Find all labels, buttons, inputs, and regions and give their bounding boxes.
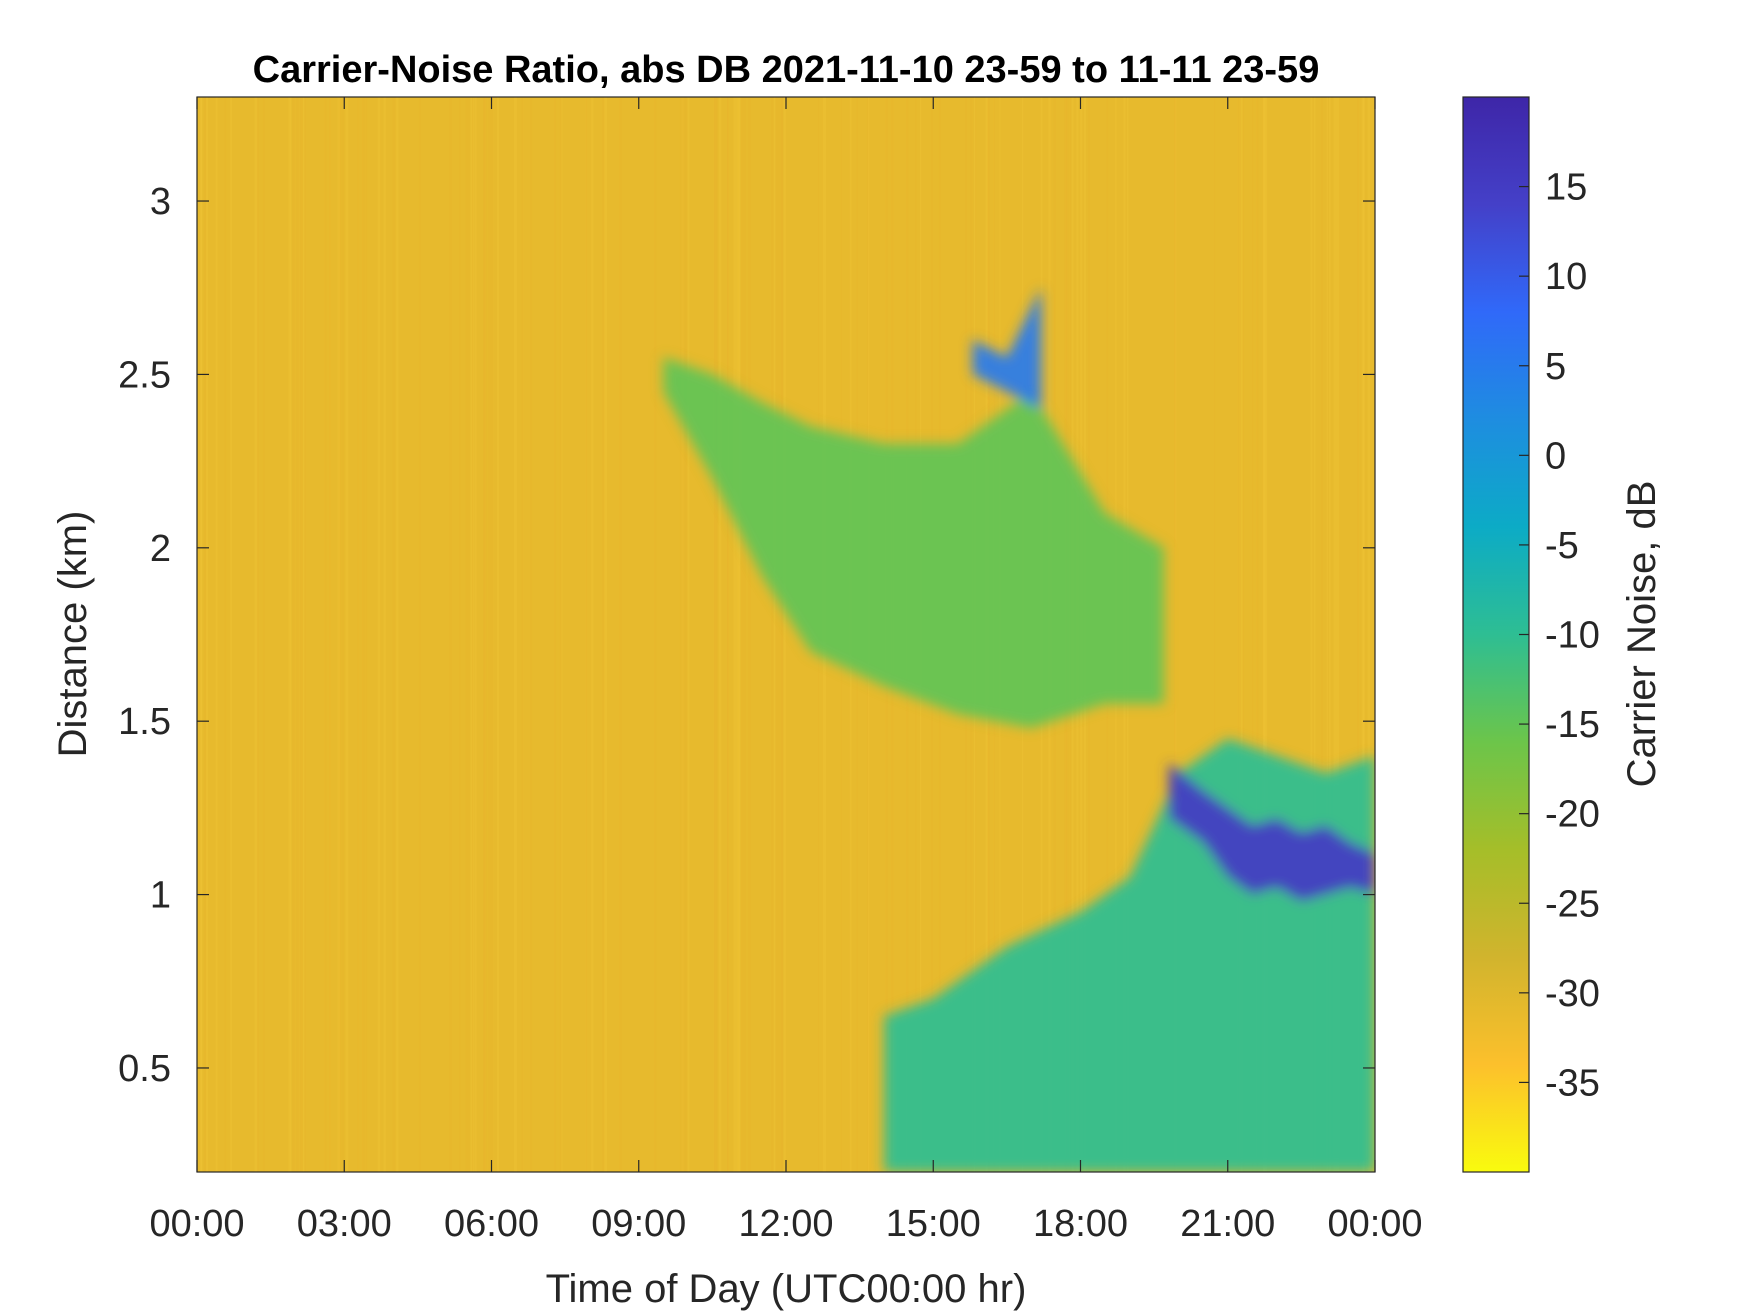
- colorbar-label: Carrier Noise, dB: [1620, 481, 1664, 788]
- x-tick-label: 21:00: [1180, 1203, 1275, 1245]
- colorbar-tick-label: -20: [1545, 794, 1600, 836]
- colorbar-tick-label: -35: [1545, 1062, 1600, 1104]
- colorbar-tick-label: -30: [1545, 973, 1600, 1015]
- y-axis: 0.5 1 1.5 2 2.5 3: [118, 181, 1375, 1090]
- colorbar-tick-label: 5: [1545, 346, 1566, 388]
- x-tick-label: 03:00: [297, 1203, 392, 1245]
- data-regions: [663, 287, 1375, 1172]
- colorbar-tick-label: -5: [1545, 525, 1579, 567]
- x-tick-label: 00:00: [149, 1203, 244, 1245]
- y-axis-label: Distance (km): [51, 511, 95, 758]
- y-tick-label: 2.5: [118, 354, 171, 396]
- region-3: [972, 287, 1042, 410]
- x-tick-label: 15:00: [886, 1203, 981, 1245]
- colorbar-tick-label: 0: [1545, 435, 1566, 477]
- x-tick-label: 18:00: [1033, 1203, 1128, 1245]
- x-axis: 00:00 03:00 06:00 09:00 12:00 15:00 18:00 21:00…: [149, 97, 1423, 1245]
- colorbar-tick-label: -25: [1545, 883, 1600, 925]
- colorbar-tick-label: -10: [1545, 615, 1600, 657]
- region-2: [1168, 762, 1375, 902]
- region-0: [663, 357, 1164, 729]
- x-tick-label: 00:00: [1327, 1203, 1422, 1245]
- x-axis-label: Time of Day (UTC00:00 hr): [546, 1267, 1027, 1311]
- colorbar-tick-label: 15: [1545, 167, 1587, 209]
- x-tick-label: 09:00: [591, 1203, 686, 1245]
- y-tick-label: 1: [150, 875, 171, 917]
- y-tick-label: 1.5: [118, 701, 171, 743]
- colorbar: 15 10 5 0 -5 -10 -15 -20 -25 -30 -35: [1462, 96, 1600, 1173]
- plot-area: [197, 97, 1375, 1172]
- x-tick-label: 06:00: [444, 1203, 539, 1245]
- y-tick-label: 3: [150, 181, 171, 223]
- y-tick-label: 0.5: [118, 1048, 171, 1090]
- colorbar-tick-label: -15: [1545, 704, 1600, 746]
- colorbar-tick-label: 10: [1545, 256, 1587, 298]
- colorbar-ticks: 15 10 5 0 -5 -10 -15 -20 -25 -30 -35: [1519, 167, 1600, 1104]
- x-tick-label: 12:00: [738, 1203, 833, 1245]
- colorbar-gradient: [1463, 97, 1529, 1172]
- chart-title: Carrier-Noise Ratio, abs DB 2021-11-10 2…: [253, 49, 1320, 91]
- y-tick-label: 2: [150, 528, 171, 570]
